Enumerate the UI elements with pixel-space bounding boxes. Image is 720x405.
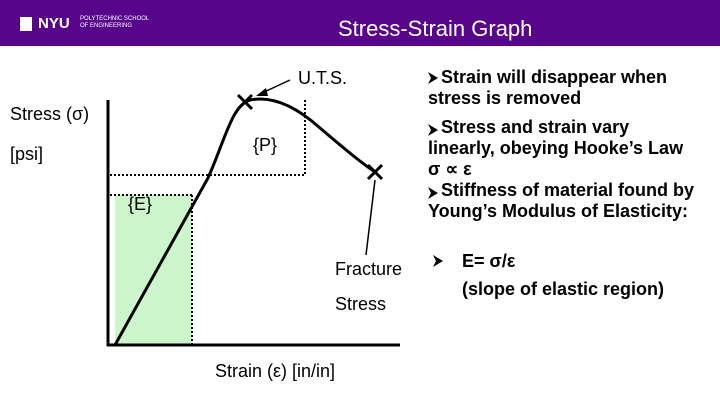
logo-school: OF ENGINEERING — [80, 23, 133, 29]
bullet-line: Stress and strain vary — [441, 117, 630, 137]
uts-arrowhead — [256, 88, 268, 96]
e-label: {E} — [128, 194, 153, 214]
x-axis-label: Strain (ε) [in/in] — [215, 361, 336, 381]
bullet-line: Strain will disappear when — [441, 67, 668, 87]
y-axis-unit: [psi] — [10, 144, 44, 164]
fracture-mark — [366, 163, 384, 181]
uts-label: U.T.S. — [298, 68, 348, 88]
bullet-line: Young’s Modulus of Elasticity: — [428, 201, 689, 221]
title: Stress-Strain Graph — [338, 16, 533, 41]
logo-name: NYU — [38, 15, 70, 32]
bullet-line: linearly, obeying Hooke’s Law — [428, 138, 684, 158]
fracture-pointer — [365, 179, 376, 256]
y-axis-label: Stress (σ) — [10, 104, 90, 124]
logo-icon — [20, 17, 32, 31]
logo-school: POLYTECHNIC SCHOOL — [80, 16, 150, 22]
stress-label: Stress — [335, 294, 387, 314]
bullet-line: E= σ/ε — [462, 251, 516, 271]
bullet-line: σ ∝ ε — [428, 159, 472, 179]
bullet-line: (slope of elastic region) — [462, 279, 665, 299]
bullet-line: stress is removed — [428, 88, 582, 108]
bullet-line: Stiffness of material found by — [441, 180, 695, 200]
bullet-arrows — [428, 72, 443, 267]
header-bar — [0, 0, 720, 46]
curve — [113, 97, 376, 346]
fracture-label: Fracture — [335, 259, 403, 279]
p-label: {P} — [253, 135, 278, 155]
uts-mark — [236, 93, 254, 111]
